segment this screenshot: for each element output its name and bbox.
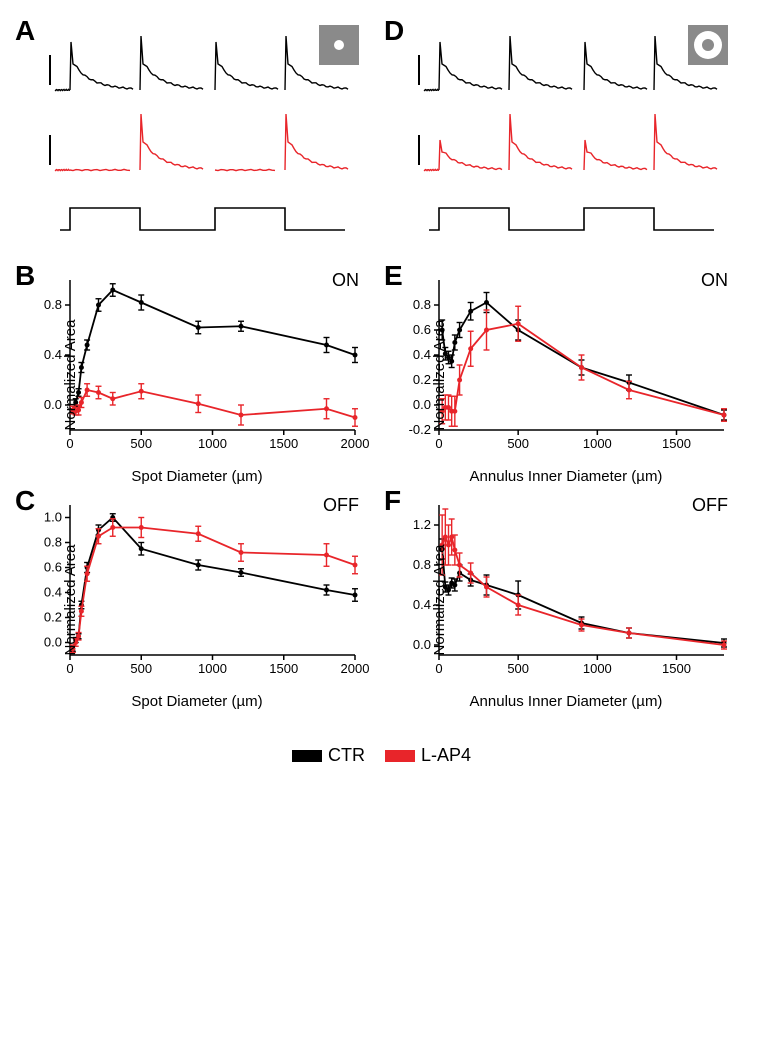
svg-text:0.0: 0.0 [413,397,431,412]
sublabel-C: OFF [323,495,359,516]
svg-text:0: 0 [435,436,442,451]
svg-text:2000: 2000 [341,661,370,676]
svg-text:1.0: 1.0 [44,510,62,525]
panel-label-D: D [384,15,404,47]
legend: CTR L-AP4 [0,735,763,776]
svg-text:1000: 1000 [583,661,612,676]
xlabel-C: Spot Diameter (µm) [131,693,262,710]
sublabel-F: OFF [692,495,728,516]
legend-item-ctr: CTR [292,745,365,766]
panel-F: F OFF Normalized Area 0500100015000.00.4… [389,490,743,710]
legend-swatch-ctr [292,750,322,762]
svg-text:0.8: 0.8 [413,297,431,312]
svg-text:0.0: 0.0 [413,637,431,652]
svg-text:0.4: 0.4 [413,347,431,362]
svg-text:1000: 1000 [583,436,612,451]
svg-text:0.2: 0.2 [413,372,431,387]
svg-text:0: 0 [435,661,442,676]
legend-label-lap4: L-AP4 [421,745,471,766]
svg-text:2000: 2000 [341,436,370,451]
svg-text:500: 500 [130,436,152,451]
panel-label-C: C [15,485,35,517]
ylabel-E: Normalized Area [431,320,448,431]
svg-text:1500: 1500 [662,436,691,451]
legend-label-ctr: CTR [328,745,365,766]
legend-swatch-lap4 [385,750,415,762]
svg-text:0: 0 [66,436,73,451]
panel-label-F: F [384,485,401,517]
xlabel-B: Spot Diameter (µm) [131,468,262,485]
svg-text:-0.2: -0.2 [409,422,431,437]
svg-text:500: 500 [507,661,529,676]
panel-B: B ON Normalized Area 05001000150020000.0… [20,265,374,485]
panel-E: E ON Normalized Area 050010001500-0.20.0… [389,265,743,485]
svg-text:1500: 1500 [269,436,298,451]
svg-text:0.0: 0.0 [44,397,62,412]
ylabel-C: Normalized Area [62,545,79,656]
panel-label-B: B [15,260,35,292]
svg-text:1500: 1500 [662,661,691,676]
svg-text:0.6: 0.6 [413,322,431,337]
svg-text:0.2: 0.2 [44,610,62,625]
svg-text:0.8: 0.8 [44,535,62,550]
svg-text:0.4: 0.4 [44,347,62,362]
svg-text:1000: 1000 [198,436,227,451]
annulus-stimulus-icon [688,25,728,65]
svg-text:1.2: 1.2 [413,517,431,532]
svg-text:0: 0 [66,661,73,676]
svg-text:0.8: 0.8 [413,557,431,572]
svg-text:0.4: 0.4 [413,597,431,612]
panel-C: C OFF Normalized Area 05001000150020000.… [20,490,374,710]
sublabel-E: ON [701,270,728,291]
svg-text:500: 500 [130,661,152,676]
trace-svg-A [20,20,370,260]
sublabel-B: ON [332,270,359,291]
legend-item-lap4: L-AP4 [385,745,471,766]
spot-stimulus-icon [319,25,359,65]
panel-A: A [20,20,374,260]
ylabel-B: Normalized Area [62,320,79,431]
ylabel-F: Normalized Area [431,545,448,656]
svg-text:0.0: 0.0 [44,635,62,650]
xlabel-E: Annulus Inner Diameter (µm) [470,468,663,485]
figure: A D B ON Normalized Area 0 500 1000 1500 200… [0,0,763,735]
svg-text:0.8: 0.8 [44,297,62,312]
panel-label-E: E [384,260,403,292]
panel-D: D [389,20,743,260]
xlabel-F: Annulus Inner Diameter (µm) [470,693,663,710]
svg-text:1000: 1000 [198,661,227,676]
svg-text:0.6: 0.6 [44,560,62,575]
svg-text:0.4: 0.4 [44,585,62,600]
panel-label-A: A [15,15,35,47]
svg-text:500: 500 [507,436,529,451]
trace-svg-D [389,20,739,260]
svg-text:1500: 1500 [269,661,298,676]
